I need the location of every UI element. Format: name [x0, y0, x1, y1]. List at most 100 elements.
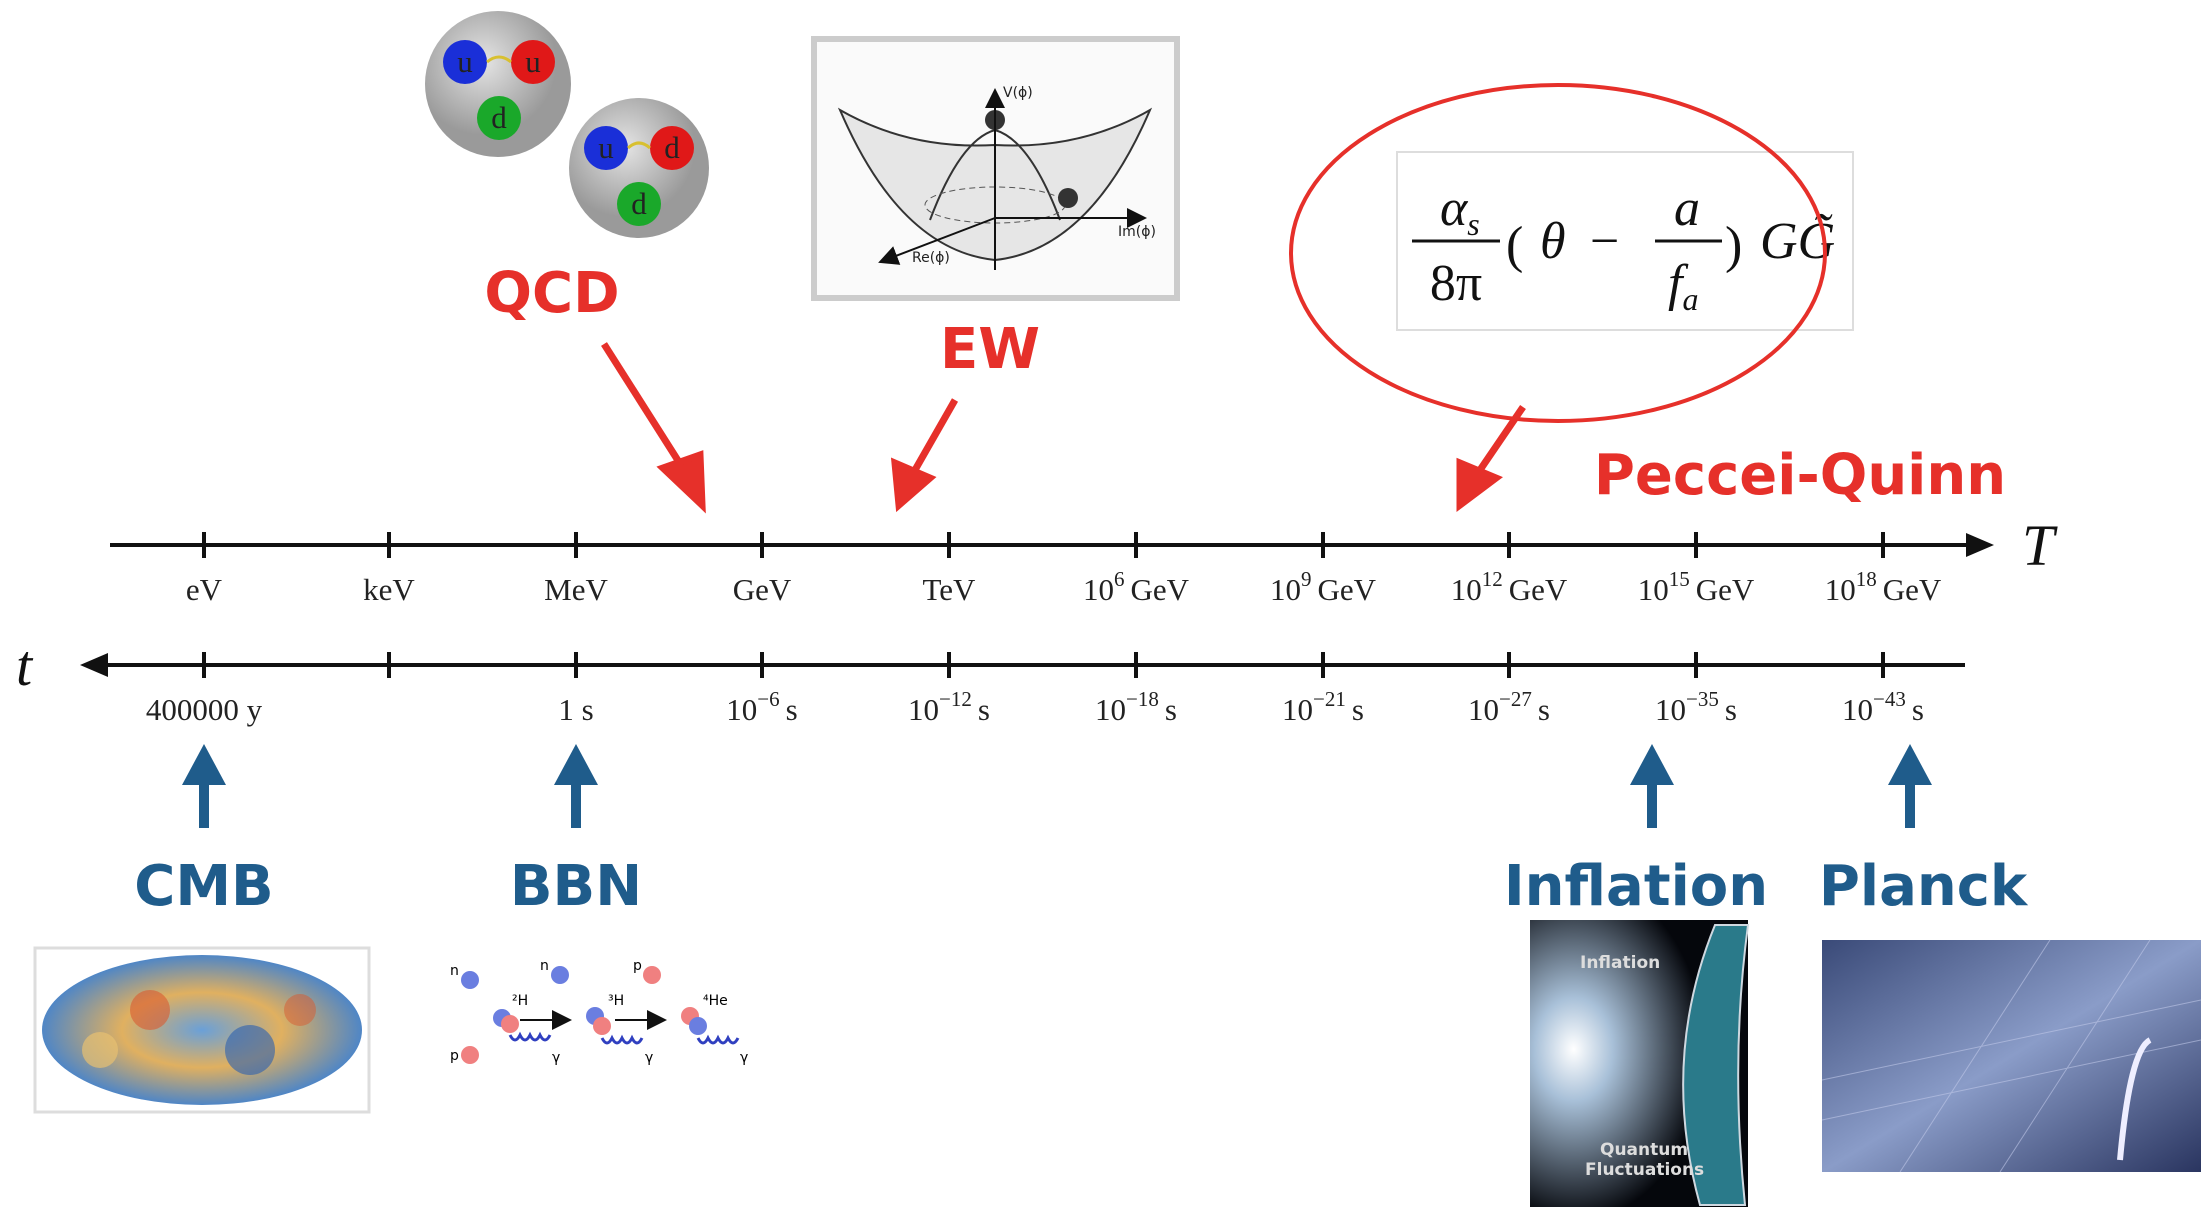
tick-exponent: −27	[1499, 687, 1532, 711]
transition-label: EW	[940, 317, 1040, 382]
quark: u	[457, 44, 473, 79]
quark: u	[598, 130, 614, 165]
tick-label: TeV	[923, 572, 977, 607]
tick-label: 10−27 s	[1468, 687, 1550, 727]
tick-unit: s	[1912, 692, 1924, 727]
tick-unit: 1 s	[558, 692, 593, 727]
potential-image: V(ϕ) Re(ϕ) Im(ϕ)	[811, 36, 1180, 301]
tick-unit: MeV	[544, 572, 608, 607]
inflation-image: Inflation Quantum Fluctuations	[1530, 920, 1750, 1207]
tick-base: 10	[726, 692, 757, 727]
svg-text:GG̃: GG̃	[1760, 213, 1835, 270]
potential-label: Im(ϕ)	[1118, 224, 1156, 240]
paren: (	[1506, 217, 1523, 274]
tick-exponent: −18	[1126, 687, 1159, 711]
tick-unit: GeV	[733, 572, 792, 607]
formula-part: a	[1682, 281, 1698, 317]
tick-exponent: 18	[1856, 567, 1877, 591]
tick-unit: GeV	[1883, 572, 1942, 607]
tick-base: 10	[1655, 692, 1686, 727]
tick-exponent: −6	[757, 687, 779, 711]
quark: d	[491, 100, 507, 135]
bbn-label: p	[633, 958, 642, 974]
axis-label: T	[2022, 513, 2058, 578]
quark: d	[664, 130, 680, 165]
tick-label: GeV	[733, 572, 792, 607]
tick-base: 10	[1083, 572, 1114, 607]
bbn-label: ²H	[512, 993, 528, 1009]
formula: αs 8π ( θ − a fa ) GG̃	[1289, 83, 1854, 423]
epoch-label: BBN	[510, 854, 642, 919]
bbn-label: ⁴He	[703, 993, 728, 1009]
tick-base: 10	[1270, 572, 1301, 607]
potential-label: V(ϕ)	[1003, 85, 1033, 101]
transition-arrows	[601, 342, 1526, 514]
tick-base: 10	[1468, 692, 1499, 727]
tick-unit: eV	[186, 572, 223, 607]
epoch-label: CMB	[134, 854, 274, 919]
bbn-label: p	[450, 1048, 459, 1064]
proton-image: u u d u d d	[425, 11, 709, 238]
tick-unit: s	[1352, 692, 1364, 727]
tick-label: 1018 GeV	[1825, 567, 1942, 607]
axis-label: t	[16, 633, 34, 698]
formula-part: θ	[1540, 213, 1566, 270]
tick-exponent: 12	[1482, 567, 1503, 591]
tick-unit: GeV	[1509, 572, 1568, 607]
transition-label: QCD	[484, 261, 619, 326]
formula-part: G̃	[1798, 213, 1836, 270]
bbn-label: γ	[645, 1050, 653, 1066]
tick-exponent: −21	[1313, 687, 1346, 711]
tick-base: 10	[1825, 572, 1856, 607]
inflation-label: Inflation	[1580, 953, 1660, 973]
tick-label: 1012 GeV	[1451, 567, 1568, 607]
formula-part: s	[1467, 206, 1479, 242]
potential-label: Re(ϕ)	[912, 250, 950, 266]
tick-unit: s	[786, 692, 798, 727]
tick-label: 10−43 s	[1842, 687, 1924, 727]
tick-unit: 400000 y	[146, 692, 263, 727]
tick-label: eV	[186, 572, 223, 607]
tick-exponent: −35	[1686, 687, 1719, 711]
tick-label: 1015 GeV	[1638, 567, 1755, 607]
bbn-label: γ	[552, 1050, 560, 1066]
bbn-label: γ	[740, 1050, 748, 1066]
formula-part: −	[1590, 213, 1619, 270]
formula-part: 8π	[1430, 255, 1482, 312]
tick-unit: TeV	[923, 572, 977, 607]
tick-base: 10	[1842, 692, 1873, 727]
tick-label: 109 GeV	[1270, 567, 1377, 607]
bbn-label: n	[450, 963, 459, 979]
tick-unit: GeV	[1696, 572, 1755, 607]
quark: u	[525, 44, 541, 79]
inflation-label: Fluctuations	[1585, 1160, 1704, 1180]
tick-base: 10	[1282, 692, 1313, 727]
tick-label: 10−18 s	[1095, 687, 1177, 727]
bbn-image: n p ²H n ³H p ⁴He γ γ γ	[450, 958, 748, 1066]
tick-exponent: 15	[1669, 567, 1690, 591]
tick-unit: GeV	[1317, 572, 1376, 607]
tick-unit: GeV	[1130, 572, 1189, 607]
epoch-label: Inflation	[1504, 854, 1768, 919]
tick-unit: s	[1538, 692, 1550, 727]
tick-unit: s	[978, 692, 990, 727]
tick-label: 400000 y	[146, 692, 263, 727]
tick-base: 10	[1451, 572, 1482, 607]
bbn-label: ³H	[608, 993, 624, 1009]
tick-label: 1 s	[558, 692, 593, 727]
tick-label: 10−6 s	[726, 687, 797, 727]
paren: )	[1725, 217, 1742, 274]
svg-text:αs: αs	[1440, 180, 1480, 242]
tick-exponent: 6	[1114, 567, 1125, 591]
tick-unit: keV	[363, 572, 415, 607]
tick-label: MeV	[544, 572, 608, 607]
tick-label: 10−35 s	[1655, 687, 1737, 727]
inflation-label: Quantum	[1600, 1140, 1688, 1160]
quark: d	[631, 186, 647, 221]
tick-exponent: −12	[939, 687, 972, 711]
formula-part: α	[1440, 180, 1469, 237]
tick-unit: s	[1725, 692, 1737, 727]
tick-exponent: 9	[1301, 567, 1312, 591]
